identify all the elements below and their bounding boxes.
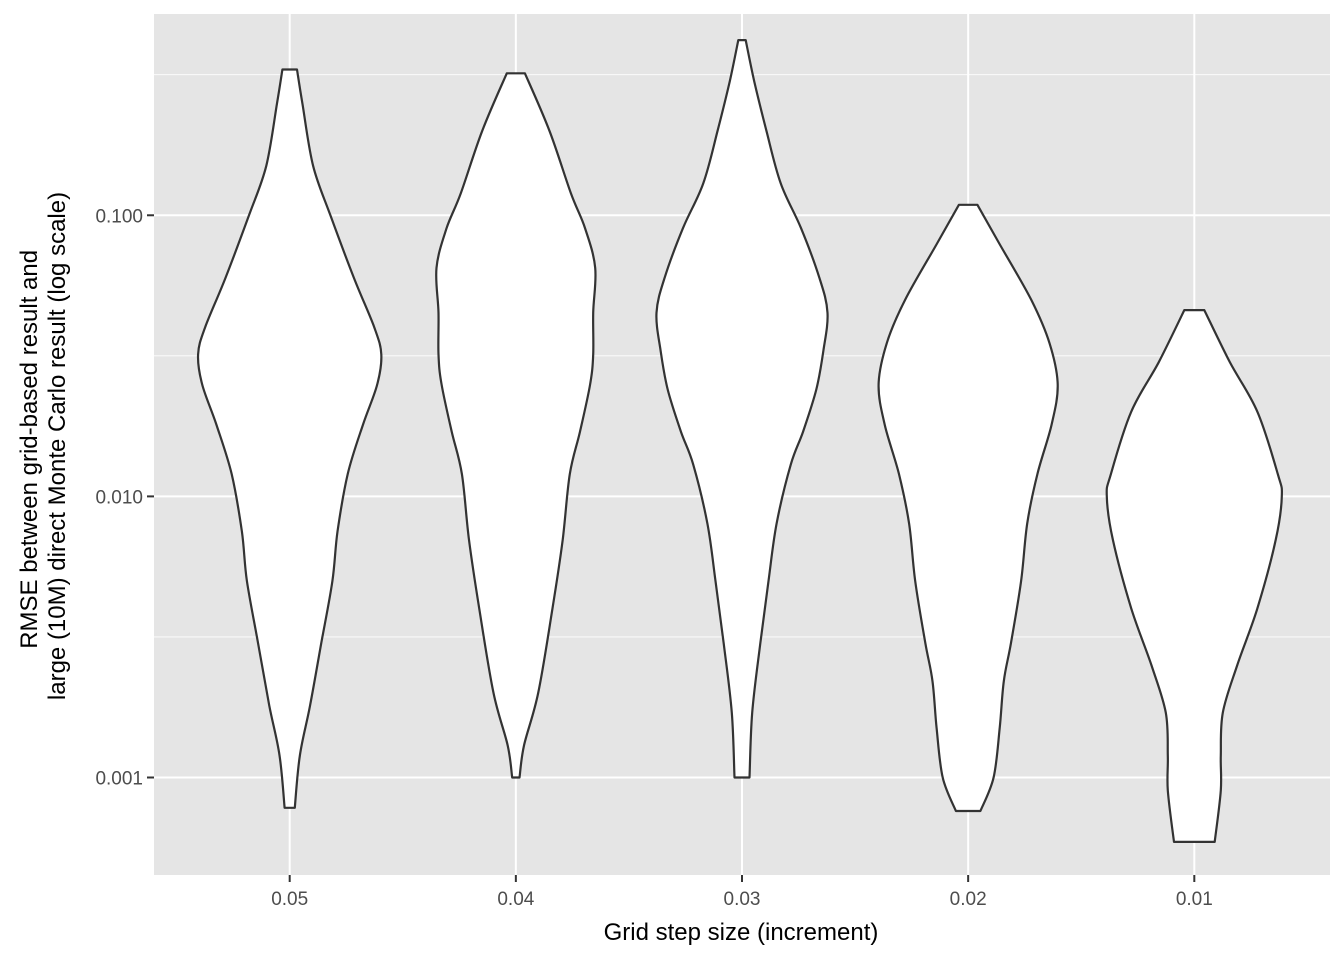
x-tick-label-4: 0.01 bbox=[1176, 889, 1213, 910]
x-tick-label-0: 0.05 bbox=[271, 889, 308, 910]
y-axis-title: RMSE between grid-based result and large… bbox=[16, 192, 71, 700]
x-tick-label-2: 0.03 bbox=[724, 889, 761, 910]
y-axis-title-line-1: RMSE between grid-based result and bbox=[16, 250, 43, 649]
y-axis: 0.001 0.010 0.100 bbox=[95, 206, 154, 790]
violins-layer bbox=[196, 39, 1284, 843]
x-tick-label-1: 0.04 bbox=[497, 889, 534, 910]
violin-0.05 bbox=[196, 68, 383, 809]
y-tick-label-0: 0.001 bbox=[95, 769, 143, 790]
x-tick-label-3: 0.02 bbox=[950, 889, 987, 910]
violin-0.04 bbox=[435, 72, 597, 779]
violin-0.02 bbox=[877, 203, 1059, 813]
y-axis-title-line-2: large (10M) direct Monte Carlo result (l… bbox=[44, 192, 71, 700]
x-axis-title: Grid step size (increment) bbox=[604, 919, 879, 946]
y-tick-label-2: 0.100 bbox=[95, 206, 143, 227]
x-axis: 0.05 0.04 0.03 0.02 0.01 bbox=[271, 875, 1213, 910]
violin-0.01 bbox=[1105, 309, 1284, 843]
violin-0.03 bbox=[655, 39, 829, 779]
y-tick-label-1: 0.010 bbox=[95, 487, 143, 508]
